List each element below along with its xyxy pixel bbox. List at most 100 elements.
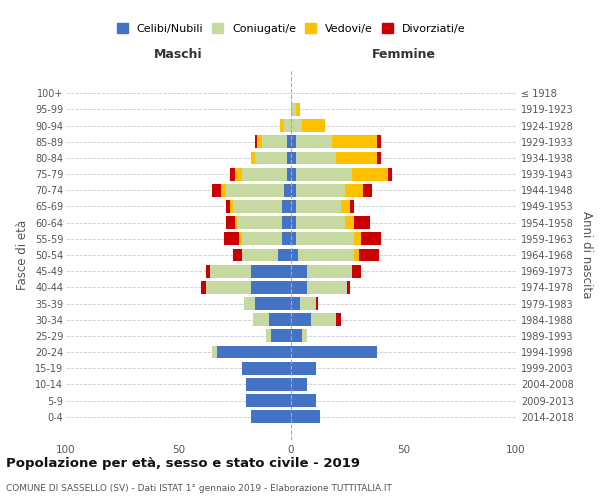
Bar [331,136,377,148]
Text: Popolazione per età, sesso e stato civile - 2019: Popolazione per età, sesso e stato civil… [6,458,360,470]
Bar [354,232,361,245]
Bar [300,297,316,310]
Y-axis label: Fasce di età: Fasce di età [16,220,29,290]
Bar [233,200,282,213]
Bar [296,136,331,148]
Bar [251,264,291,278]
Bar [235,168,241,180]
Text: Maschi: Maschi [154,48,203,61]
Bar [282,200,291,213]
Bar [233,248,241,262]
Bar [251,410,291,423]
Text: COMUNE DI SASSELLO (SV) - Dati ISTAT 1° gennaio 2019 - Elaborazione TUTTITALIA.I: COMUNE DI SASSELLO (SV) - Dati ISTAT 1° … [6,484,392,493]
Bar [307,264,352,278]
Bar [235,216,237,229]
Bar [255,152,287,164]
Bar [210,264,251,278]
Bar [282,216,291,229]
Bar [354,216,370,229]
Bar [352,264,361,278]
Bar [223,232,239,245]
Bar [246,378,291,391]
Bar [291,297,300,310]
Bar [241,248,277,262]
Bar [226,200,230,213]
Legend: Celibi/Nubili, Coniugati/e, Vedovi/e, Divorziati/e: Celibi/Nubili, Coniugati/e, Vedovi/e, Di… [113,20,469,37]
Bar [291,281,307,294]
Bar [311,313,336,326]
Bar [284,119,291,132]
Bar [244,297,255,310]
Bar [388,168,392,180]
Bar [291,152,296,164]
Bar [296,103,300,116]
Bar [296,232,354,245]
Bar [284,184,291,197]
Bar [291,330,302,342]
Bar [296,184,345,197]
Bar [291,378,307,391]
Bar [298,248,354,262]
Bar [291,119,302,132]
Bar [291,346,377,358]
Bar [341,200,349,213]
Bar [226,216,235,229]
Bar [347,281,349,294]
Bar [363,184,372,197]
Bar [345,184,363,197]
Bar [377,136,381,148]
Bar [271,330,291,342]
Bar [296,216,345,229]
Bar [291,313,311,326]
Bar [291,410,320,423]
Bar [221,184,226,197]
Bar [255,136,257,148]
Bar [291,136,296,148]
Text: Femmine: Femmine [371,48,436,61]
Bar [296,168,352,180]
Bar [266,330,271,342]
Bar [230,200,233,213]
Bar [241,168,287,180]
Bar [241,362,291,374]
Bar [336,313,341,326]
Bar [307,281,347,294]
Bar [246,394,291,407]
Bar [302,330,307,342]
Bar [291,394,316,407]
Bar [255,297,291,310]
Bar [302,119,325,132]
Bar [354,248,359,262]
Bar [359,248,379,262]
Bar [205,281,251,294]
Bar [291,232,296,245]
Bar [377,152,381,164]
Bar [291,168,296,180]
Bar [291,362,316,374]
Bar [230,168,235,180]
Bar [287,136,291,148]
Bar [352,168,388,180]
Bar [345,216,354,229]
Bar [291,216,296,229]
Bar [349,200,354,213]
Bar [287,152,291,164]
Bar [251,281,291,294]
Bar [212,184,221,197]
Bar [217,346,291,358]
Bar [291,184,296,197]
Bar [277,248,291,262]
Bar [287,168,291,180]
Bar [239,232,241,245]
Bar [291,248,298,262]
Bar [296,200,341,213]
Bar [262,136,287,148]
Bar [205,264,210,278]
Bar [201,281,205,294]
Bar [241,232,282,245]
Y-axis label: Anni di nascita: Anni di nascita [580,212,593,298]
Bar [251,152,255,164]
Bar [280,119,284,132]
Bar [269,313,291,326]
Bar [257,136,262,148]
